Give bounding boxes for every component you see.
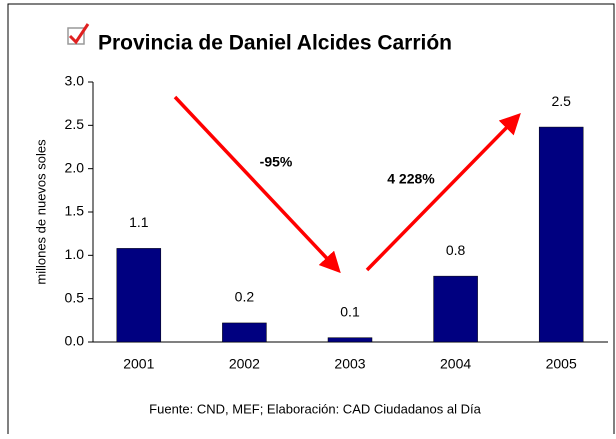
- y-tick-label: 0.5: [65, 289, 85, 305]
- y-tick-label: 3.0: [65, 73, 85, 89]
- y-tick-label: 1.0: [65, 246, 85, 262]
- x-tick-label: 2001: [123, 356, 154, 372]
- bar: [327, 337, 373, 343]
- y-tick-label: 1.5: [65, 203, 85, 219]
- arrow-up: [365, 113, 521, 272]
- x-tick-label: 2002: [229, 356, 260, 372]
- y-tick-label: 2.5: [65, 116, 85, 132]
- value-label: 0.8: [446, 242, 466, 258]
- value-label: 1.1: [129, 214, 149, 230]
- y-axis-label: millones de nuevos soles: [33, 139, 48, 285]
- chart-title: Provincia de Daniel Alcides Carrión: [98, 32, 452, 55]
- x-tick-label: 2004: [440, 356, 471, 372]
- checkbox-icon: [67, 23, 90, 45]
- value-label: 2.5: [551, 93, 571, 109]
- frame: [7, 3, 615, 439]
- bar: [433, 275, 478, 343]
- annotation: -95%: [260, 154, 293, 170]
- value-label: 0.1: [340, 303, 360, 319]
- y-tick-label: 0.0: [65, 333, 85, 349]
- x-tick-label: 2005: [546, 356, 577, 372]
- y-tick-label: 2.0: [65, 159, 85, 175]
- bar: [116, 248, 162, 343]
- bar: [222, 322, 267, 343]
- value-label: 0.2: [235, 289, 255, 305]
- annotation: 4 228%: [387, 171, 435, 187]
- x-tick-label: 2003: [334, 356, 365, 372]
- arrow-down: [173, 95, 341, 274]
- bar: [538, 126, 584, 343]
- source-note: Fuente: CND, MEF; Elaboración: CAD Ciuda…: [149, 401, 481, 416]
